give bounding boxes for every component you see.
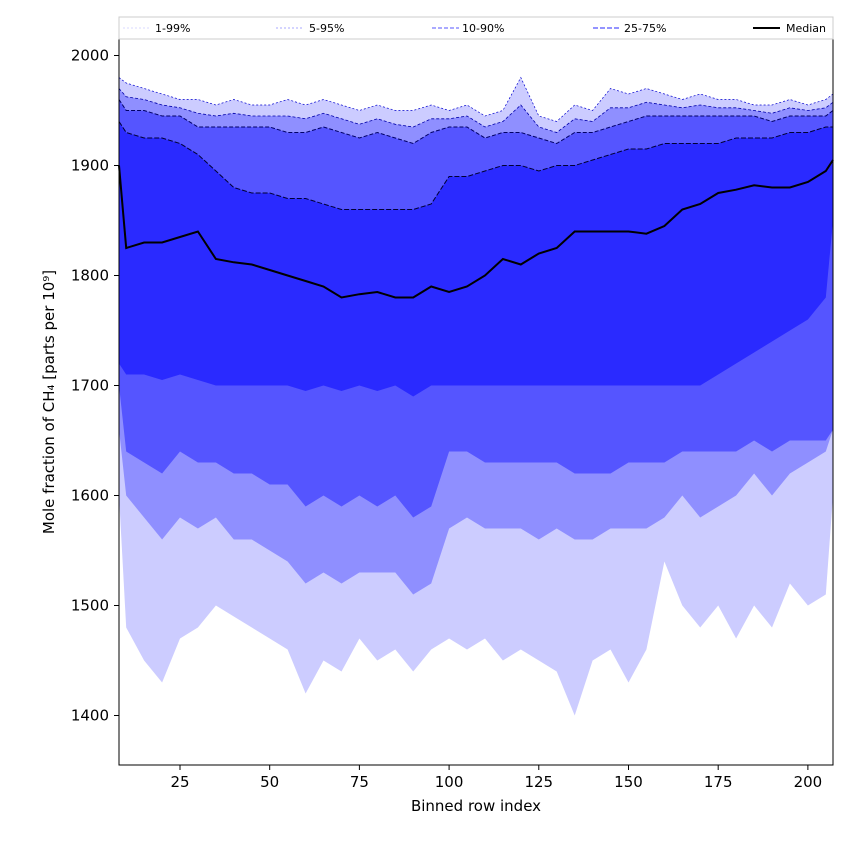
x-tick-label: 75 — [350, 773, 369, 791]
x-tick-label: 50 — [260, 773, 279, 791]
band-10-90-upper-edge — [118, 99, 834, 145]
band-5-95-upper-edge — [118, 88, 834, 133]
x-tick-label: 150 — [614, 773, 643, 791]
x-axis-ticks: 25 50 75 100 125 150 175 200 — [170, 765, 822, 791]
legend-box — [118, 16, 834, 40]
y-tick-label: 1500 — [71, 597, 109, 615]
percentile-bands — [118, 76, 834, 716]
legend-label: 10-90% — [462, 22, 504, 35]
y-axis-ticks: 1400 1500 1600 1700 1800 1900 2000 — [71, 47, 119, 725]
x-tick-label: 25 — [170, 773, 189, 791]
y-tick-label: 1900 — [71, 157, 109, 175]
y-axis-label: Mole fraction of CH₄ [parts per 10⁹] — [40, 270, 58, 534]
y-tick-label: 1700 — [71, 377, 109, 395]
y-tick-label: 1800 — [71, 267, 109, 285]
median-layer — [118, 159, 834, 299]
legend-label: Median — [786, 22, 826, 35]
band-1-99-upper-edge — [118, 76, 834, 122]
x-tick-label: 100 — [435, 773, 464, 791]
median-line — [118, 159, 834, 299]
legend-label: 25-75% — [624, 22, 666, 35]
band-25-75 — [119, 121, 833, 397]
legend-label: 1-99% — [155, 22, 190, 35]
x-tick-label: 175 — [704, 773, 733, 791]
x-tick-label: 200 — [794, 773, 823, 791]
y-tick-label: 1600 — [71, 487, 109, 505]
y-tick-label: 1400 — [71, 707, 109, 725]
band-25-75-upper-edge — [118, 121, 833, 210]
y-tick-label: 2000 — [71, 47, 109, 65]
legend-label: 5-95% — [309, 22, 344, 35]
x-axis-label: Binned row index — [411, 797, 541, 815]
legend: 1-99% 5-95% 10-90% 25-75% Median — [118, 16, 834, 40]
x-tick-label: 125 — [524, 773, 553, 791]
